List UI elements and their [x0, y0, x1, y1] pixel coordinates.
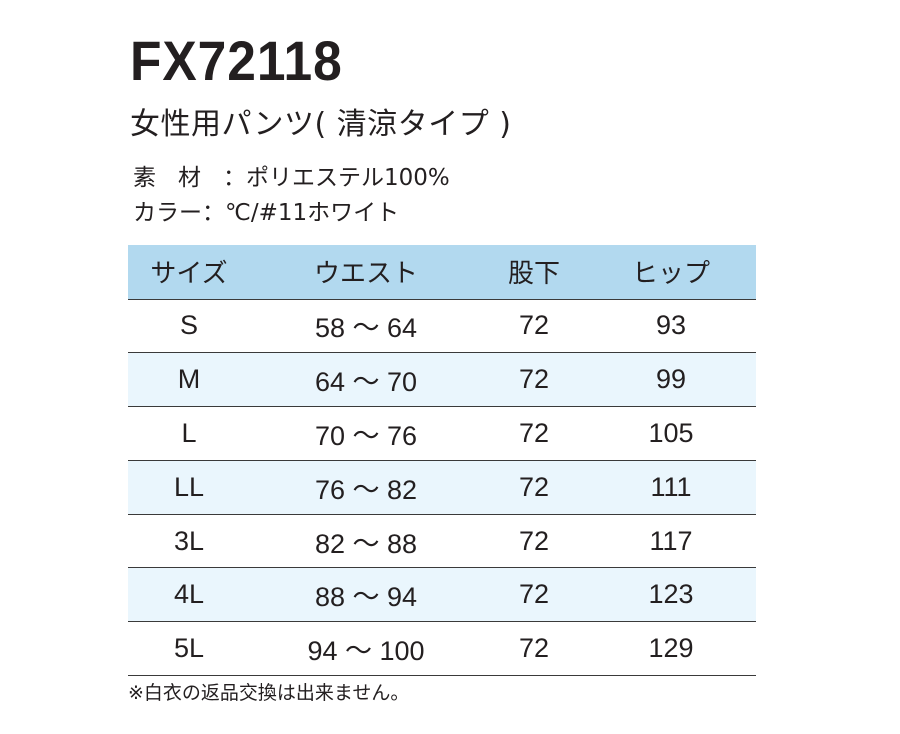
hip-cell: 93 — [586, 299, 756, 354]
inseam-cell: 72 — [482, 352, 586, 408]
size-table: サイズ ウエスト 股下 ヒップ S 58 ～ 64 72 93 M 64 ～ 7… — [128, 245, 756, 677]
waist-cell: 58 ～ 64 — [250, 299, 482, 354]
product-code: FX72118 — [130, 29, 343, 92]
header-size: サイズ — [128, 245, 250, 300]
waist-cell: 94 ～ 100 — [250, 621, 482, 677]
waist-cell: 70 ～ 76 — [250, 406, 482, 461]
inseam-cell: 72 — [482, 621, 586, 677]
waist-cell: 76 ～ 82 — [250, 460, 482, 515]
waist-cell: 64 ～ 70 — [250, 352, 482, 408]
hip-cell: 99 — [586, 352, 756, 408]
color-value: ：℃/#11ホワイト — [202, 200, 400, 226]
size-cell: 5L — [128, 621, 250, 677]
size-cell: L — [128, 406, 250, 461]
size-cell: M — [128, 352, 250, 408]
table-row: 4L 88 ～ 94 72 123 — [128, 567, 756, 623]
size-cell: S — [128, 299, 250, 354]
size-cell: LL — [128, 460, 250, 515]
material-label: 素材 — [133, 165, 223, 191]
table-row: 5L 94 ～ 100 72 129 — [128, 621, 756, 677]
table-row: LL 76 ～ 82 72 111 — [128, 460, 756, 515]
inseam-cell: 72 — [482, 406, 586, 461]
size-table-header-row: サイズ ウエスト 股下 ヒップ — [128, 245, 756, 300]
hip-cell: 105 — [586, 406, 756, 461]
table-row: S 58 ～ 64 72 93 — [128, 299, 756, 354]
material-spec: 素材：ポリエステル100% — [133, 160, 450, 196]
hip-cell: 111 — [586, 460, 756, 515]
table-row: L 70 ～ 76 72 105 — [128, 406, 756, 461]
product-name: 女性用パンツ( 清涼タイプ ) — [130, 107, 512, 142]
inseam-cell: 72 — [482, 299, 586, 354]
waist-cell: 88 ～ 94 — [250, 567, 482, 623]
inseam-cell: 72 — [482, 460, 586, 515]
size-cell: 3L — [128, 514, 250, 569]
header-inseam: 股下 — [482, 245, 586, 300]
table-row: 3L 82 ～ 88 72 117 — [128, 514, 756, 569]
header-hip: ヒップ — [586, 245, 756, 300]
color-spec: カラー：℃/#11ホワイト — [133, 195, 399, 231]
header-waist: ウエスト — [250, 245, 482, 300]
hip-cell: 117 — [586, 514, 756, 569]
inseam-cell: 72 — [482, 514, 586, 569]
hip-cell: 123 — [586, 567, 756, 623]
material-value: ：ポリエステル100% — [223, 165, 450, 191]
color-label: カラー — [133, 200, 202, 226]
inseam-cell: 72 — [482, 567, 586, 623]
return-policy-note: ※白衣の返品交換は出来ません。 — [128, 682, 410, 704]
size-cell: 4L — [128, 567, 250, 623]
waist-cell: 82 ～ 88 — [250, 514, 482, 569]
hip-cell: 129 — [586, 621, 756, 677]
table-row: M 64 ～ 70 72 99 — [128, 352, 756, 408]
